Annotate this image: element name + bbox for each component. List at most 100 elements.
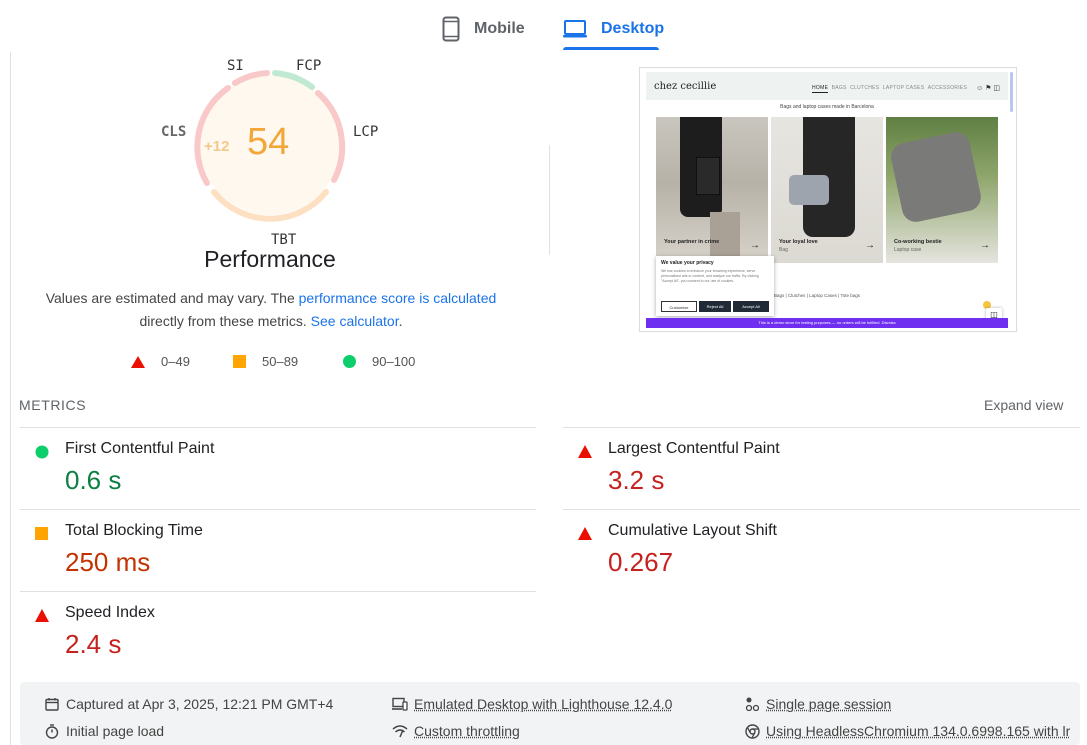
hero-panel-2: Your loyal love Bag →: [771, 117, 883, 263]
description-text: Values are estimated and may vary. The: [45, 290, 299, 306]
red-triangle-icon: [578, 527, 592, 540]
footer-session[interactable]: Single page session: [744, 696, 891, 712]
reject-all-button: Reject All: [699, 301, 731, 312]
hero-panel-3-title: Co-working bestie: [894, 239, 942, 245]
headless-chromium-text: Using HeadlessChromium 134.0.6998.165 wi…: [766, 723, 1071, 739]
performance-score: 54: [247, 121, 290, 163]
nav-home: HOME: [812, 85, 829, 93]
gauge-label-si: SI: [227, 58, 244, 74]
runtime-settings-footer: Captured at Apr 3, 2025, 12:21 PM GMT+4 …: [20, 682, 1080, 745]
desktop-monitor-icon: [563, 19, 587, 39]
devices-icon: [392, 696, 408, 712]
page-screenshot-thumbnail[interactable]: chez cecillie HOME BAGS CLUTCHES LAPTOP …: [639, 67, 1017, 332]
orange-square-icon: [35, 527, 48, 540]
initial-page-load-text: Initial page load: [66, 723, 165, 739]
hero-panel-2-subtitle: Bag: [779, 247, 788, 253]
green-circle-icon: [35, 445, 49, 459]
metric-total-blocking-time: Total Blocking Time 250 ms: [20, 509, 536, 591]
metric-name: First Contentful Paint: [65, 440, 215, 457]
gauge-segment-si: [232, 70, 270, 86]
customise-button: Customise: [661, 301, 697, 312]
notification-dot: [983, 301, 991, 309]
footer-captured: Captured at Apr 3, 2025, 12:21 PM GMT+4: [44, 696, 333, 712]
captured-at-text: Captured at Apr 3, 2025, 12:21 PM GMT+4: [66, 696, 334, 712]
footer-browser[interactable]: Using HeadlessChromium 134.0.6998.165 wi…: [744, 723, 1070, 739]
hero-panel-3-subtitle: Laptop case: [894, 247, 922, 253]
laptop-case-shape: [888, 129, 984, 225]
tab-mobile[interactable]: Mobile: [442, 8, 525, 50]
performance-title: Performance: [204, 246, 336, 272]
hero-panel-1: Your partner in crime →: [656, 117, 768, 263]
score-description: Values are estimated and may vary. The p…: [30, 287, 512, 333]
metric-cumulative-layout-shift: Cumulative Layout Shift 0.267: [563, 509, 1080, 591]
performance-gauge: SI FCP LCP TBT CLS +12 54: [150, 55, 390, 248]
gauge-label-fcp: FCP: [296, 58, 322, 74]
site-header: chez cecillie HOME BAGS CLUTCHES LAPTOP …: [646, 72, 1008, 100]
metric-name: Total Blocking Time: [65, 522, 203, 539]
expand-view-button[interactable]: Expand view: [984, 397, 1064, 413]
gauge-segment-tbt: [211, 189, 329, 222]
thumbnail-scrollbar: [1010, 72, 1013, 112]
legend-range-average: 50–89: [262, 354, 299, 369]
arrow-right-icon: →: [750, 240, 760, 251]
gauge-segment-fcp: [272, 70, 315, 90]
session-nodes-icon: [744, 696, 760, 712]
gauge-label-cls: CLS: [161, 124, 187, 140]
metric-first-contentful-paint: First Contentful Paint 0.6 s: [20, 427, 536, 509]
tab-mobile-label: Mobile: [474, 20, 525, 37]
tab-desktop[interactable]: Desktop: [563, 8, 664, 50]
nav-accessories: ACCESSORIES: [927, 85, 968, 91]
metrics-divider: [20, 509, 536, 510]
cookie-consent-dialog: We value your privacy We use cookies to …: [656, 256, 774, 316]
emulated-desktop-text: Emulated Desktop with Lighthouse 12.4.0: [414, 696, 673, 712]
site-tagline: Bags and laptop cases made in Barcelona: [780, 104, 874, 110]
metrics-divider: [563, 427, 1080, 428]
grey-bag-shape: [789, 175, 829, 205]
footer-throttling[interactable]: Custom throttling: [392, 723, 520, 739]
tab-desktop-label: Desktop: [601, 20, 665, 37]
metrics-divider: [20, 427, 536, 428]
metric-value: 3.2 s: [608, 465, 665, 495]
green-circle-icon: [343, 355, 356, 368]
nav-bags: BAGS: [831, 85, 847, 91]
metrics-divider: [20, 591, 536, 592]
cookie-dialog-text: We use cookies to enhance your browsing …: [661, 269, 759, 283]
stopwatch-icon: [44, 723, 60, 739]
site-nav: HOME BAGS CLUTCHES LAPTOP CASES ACCESSOR…: [812, 85, 968, 93]
category-links: Bags | Clutches | Laptop Cases | Tote ba…: [774, 293, 860, 298]
gauge-segment-cls: [194, 85, 231, 186]
user-cart-icons: ☺ ⚑ ◫: [976, 85, 1000, 92]
gauge-label-tbt: TBT: [271, 232, 297, 248]
legend-item-average: 50–89: [233, 354, 298, 369]
gauge-delta: +12: [204, 138, 230, 155]
vertical-divider: [549, 145, 550, 255]
metric-name: Cumulative Layout Shift: [608, 522, 777, 539]
single-page-session-text: Single page session: [766, 696, 892, 712]
legend-range-poor: 0–49: [161, 354, 190, 369]
nav-clutches: CLUTCHES: [850, 85, 880, 91]
metrics-divider: [563, 509, 1080, 510]
chrome-icon: [744, 723, 760, 739]
red-triangle-icon: [131, 355, 145, 368]
metrics-heading: METRICS: [19, 397, 87, 413]
description-period: .: [398, 313, 403, 329]
metric-largest-contentful-paint: Largest Contentful Paint 3.2 s: [563, 427, 1080, 509]
see-calculator-link[interactable]: See calculator: [310, 313, 399, 329]
metric-value: 2.4 s: [65, 629, 122, 659]
calendar-icon: [44, 696, 60, 712]
gauge-ring: [194, 70, 346, 222]
demo-store-banner: This is a demo store for testing purpose…: [646, 318, 1008, 328]
red-triangle-icon: [578, 445, 592, 458]
performance-score-link[interactable]: performance score is calculated: [298, 290, 497, 306]
legend-item-poor: 0–49: [131, 354, 190, 369]
arrow-right-icon: →: [865, 240, 875, 251]
black-bag-shape: [696, 157, 720, 195]
hero-panel-1-title: Your partner in crime: [664, 239, 720, 245]
footer-emulated[interactable]: Emulated Desktop with Lighthouse 12.4.0: [392, 696, 672, 712]
wifi-throttling-icon: [392, 723, 408, 739]
metric-name: Largest Contentful Paint: [608, 440, 780, 457]
description-text-2: directly from these metrics.: [139, 313, 311, 329]
mobile-phone-icon: [442, 16, 460, 42]
legend-range-good: 90–100: [372, 354, 416, 369]
orange-square-icon: [233, 355, 246, 368]
